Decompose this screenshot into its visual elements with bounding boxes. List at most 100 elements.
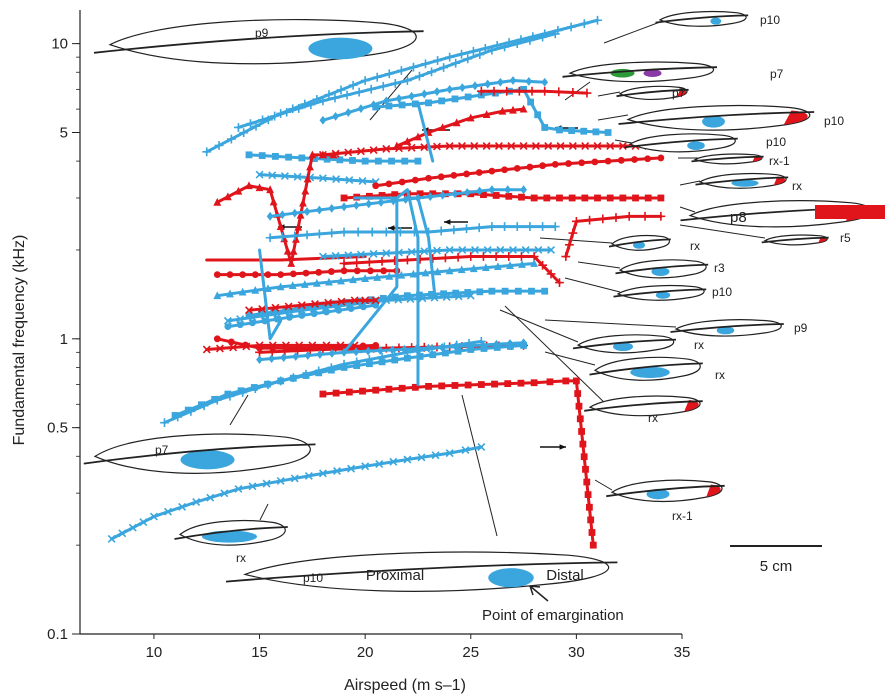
data-point <box>248 482 257 491</box>
data-point <box>512 39 522 49</box>
data-point <box>463 54 473 64</box>
data-point <box>280 172 289 181</box>
leader-line <box>461 394 498 537</box>
y-tick-label: 5 <box>60 124 68 141</box>
data-point <box>479 252 488 261</box>
x-tick-label: 20 <box>357 644 374 661</box>
data-point <box>604 157 612 165</box>
data-point <box>556 142 565 150</box>
data-point <box>492 89 499 97</box>
feather-rachis <box>670 323 784 333</box>
data-point <box>521 245 530 254</box>
data-point <box>238 287 247 296</box>
data-point <box>389 457 398 466</box>
data-point <box>331 149 340 158</box>
data-point <box>358 177 367 185</box>
data-point <box>438 97 446 105</box>
data-point <box>314 366 324 376</box>
leader-line <box>679 180 701 186</box>
data-point <box>385 102 393 110</box>
data-point <box>527 86 537 96</box>
data-point <box>476 186 483 196</box>
series-5 <box>476 86 592 98</box>
data-point <box>411 100 419 108</box>
feather-label: r3 <box>714 261 725 275</box>
y-tick-label: 1 <box>60 331 68 348</box>
vibrating-region <box>630 366 670 378</box>
data-point <box>403 255 412 265</box>
data-point <box>494 142 503 150</box>
data-point <box>325 277 333 286</box>
data-point <box>361 157 369 165</box>
data-point <box>477 381 485 388</box>
data-point <box>517 379 525 387</box>
data-point <box>213 271 221 279</box>
x-tick-label: 25 <box>462 644 479 661</box>
feather-rx-2: rx <box>608 234 700 253</box>
data-point <box>631 156 638 163</box>
data-point <box>568 142 577 150</box>
data-point <box>568 194 576 202</box>
data-point <box>224 323 232 330</box>
data-point <box>286 313 293 321</box>
series-14 <box>561 211 666 261</box>
data-point <box>471 245 479 254</box>
data-point <box>411 176 419 184</box>
data-point <box>258 304 267 313</box>
leader-line <box>597 91 621 97</box>
data-point <box>566 22 576 32</box>
data-point <box>420 247 429 256</box>
data-point <box>506 343 514 350</box>
leader-line <box>499 309 579 343</box>
data-point <box>213 197 222 206</box>
data-point <box>488 167 496 175</box>
data-point <box>326 363 336 372</box>
data-point <box>578 428 585 435</box>
feather-rx-top: rx <box>695 172 802 193</box>
data-point <box>501 166 508 174</box>
feather-label: rx <box>792 179 802 193</box>
data-point <box>580 453 588 461</box>
data-point <box>226 271 234 279</box>
feather-rachis <box>93 30 424 54</box>
data-point <box>128 523 137 532</box>
feather-outline <box>628 133 736 153</box>
data-point <box>276 376 286 386</box>
data-point <box>294 222 303 231</box>
data-point <box>588 529 596 536</box>
data-point <box>525 76 533 86</box>
data-point <box>525 222 535 231</box>
data-point <box>582 88 592 98</box>
data-point <box>463 188 471 197</box>
data-point <box>303 207 311 216</box>
data-point <box>540 86 550 96</box>
data-point <box>345 388 353 396</box>
data-point <box>271 303 280 312</box>
data-point <box>409 269 418 278</box>
data-point <box>505 192 513 200</box>
data-point <box>306 100 316 110</box>
black-arrow-head <box>559 444 566 450</box>
data-point <box>445 266 454 275</box>
data-point <box>482 110 491 119</box>
feather-outline <box>588 395 701 417</box>
vibrating-region <box>613 342 633 352</box>
data-point <box>390 79 400 88</box>
data-point <box>514 287 522 295</box>
data-point <box>541 287 549 295</box>
black-arrow-head <box>388 225 395 231</box>
data-point <box>250 384 260 393</box>
data-point <box>617 156 625 164</box>
data-point <box>226 134 236 144</box>
data-point <box>438 123 447 132</box>
data-point <box>225 391 235 401</box>
vibrating-tip <box>684 400 699 412</box>
vibrating-region <box>633 241 645 249</box>
vibrating-region <box>687 141 705 151</box>
data-point <box>340 202 348 212</box>
data-point <box>611 213 621 222</box>
data-point <box>437 173 445 181</box>
feather-rachis <box>615 263 709 275</box>
leader-line <box>577 261 621 269</box>
data-point <box>270 308 278 316</box>
